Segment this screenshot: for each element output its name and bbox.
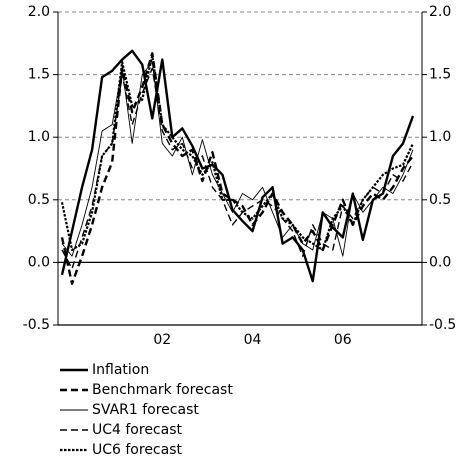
y2-tick-label: 0.5 (429, 192, 451, 208)
series-line (61, 67, 414, 270)
legend-label: UC4 forecast (92, 422, 183, 438)
y2-tick-label: 1.0 (429, 129, 451, 145)
y2-tick-label: 2.0 (429, 4, 451, 20)
legend-label: SVAR1 forecast (92, 402, 199, 418)
x-tick-label: 04 (244, 332, 262, 348)
y-tick-label: 1.5 (28, 67, 50, 83)
legend-label: Benchmark forecast (92, 382, 233, 398)
x-tick-label: 02 (153, 332, 171, 348)
series-line (60, 52, 414, 285)
series-line (60, 54, 414, 251)
y2-tick-label: 0.0 (429, 254, 451, 270)
y-tick-label: 0.0 (28, 254, 50, 270)
y-tick-label: -0.5 (23, 317, 50, 333)
series-line (60, 49, 415, 283)
y-tick-label: 0.5 (28, 192, 50, 208)
y-tick-label: 2.0 (28, 4, 50, 20)
y-tick-label: 1.0 (28, 129, 50, 145)
legend-label: UC6 forecast (92, 442, 183, 458)
legend-label: Inflation (92, 362, 149, 378)
y2-tick-label: -0.5 (429, 317, 456, 333)
x-tick-label: 06 (334, 332, 352, 348)
y2-tick-label: 1.5 (429, 67, 451, 83)
